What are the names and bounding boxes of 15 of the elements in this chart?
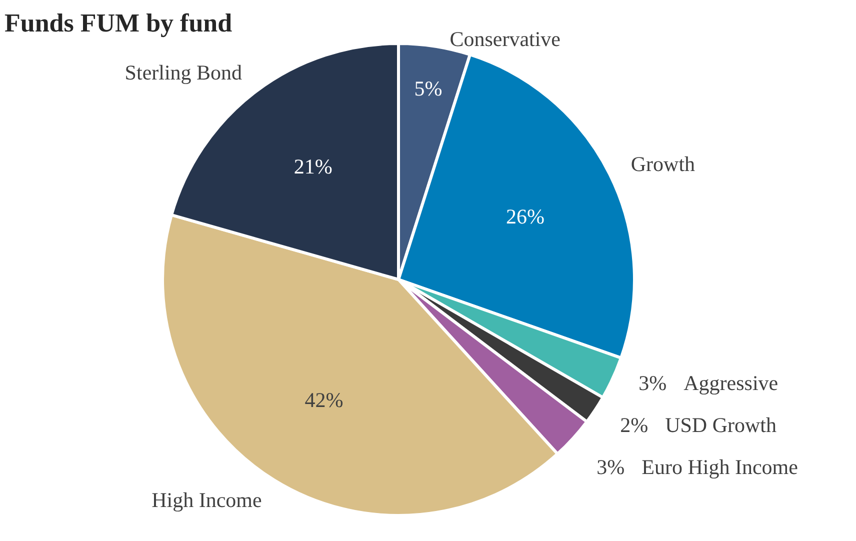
data-label: 42% bbox=[304, 388, 344, 412]
data-label: 26% bbox=[506, 204, 545, 228]
slice-label: USD Growth bbox=[665, 413, 777, 438]
slice-label: Aggressive bbox=[684, 371, 778, 396]
data-label: 2% bbox=[620, 413, 648, 438]
slice-label: Growth bbox=[630, 152, 696, 176]
slice-label: Conservative bbox=[450, 26, 561, 51]
chart-title: Funds FUM by fund bbox=[4, 8, 233, 38]
data-label: 3% bbox=[638, 371, 667, 396]
slice-label: High Income bbox=[152, 488, 262, 512]
data-label: 21% bbox=[294, 154, 332, 178]
data-label: 5% bbox=[414, 76, 442, 100]
slice-label: Euro High Income bbox=[642, 455, 798, 480]
slice-label: Sterling Bond bbox=[124, 60, 243, 84]
data-label: 3% bbox=[596, 455, 625, 480]
